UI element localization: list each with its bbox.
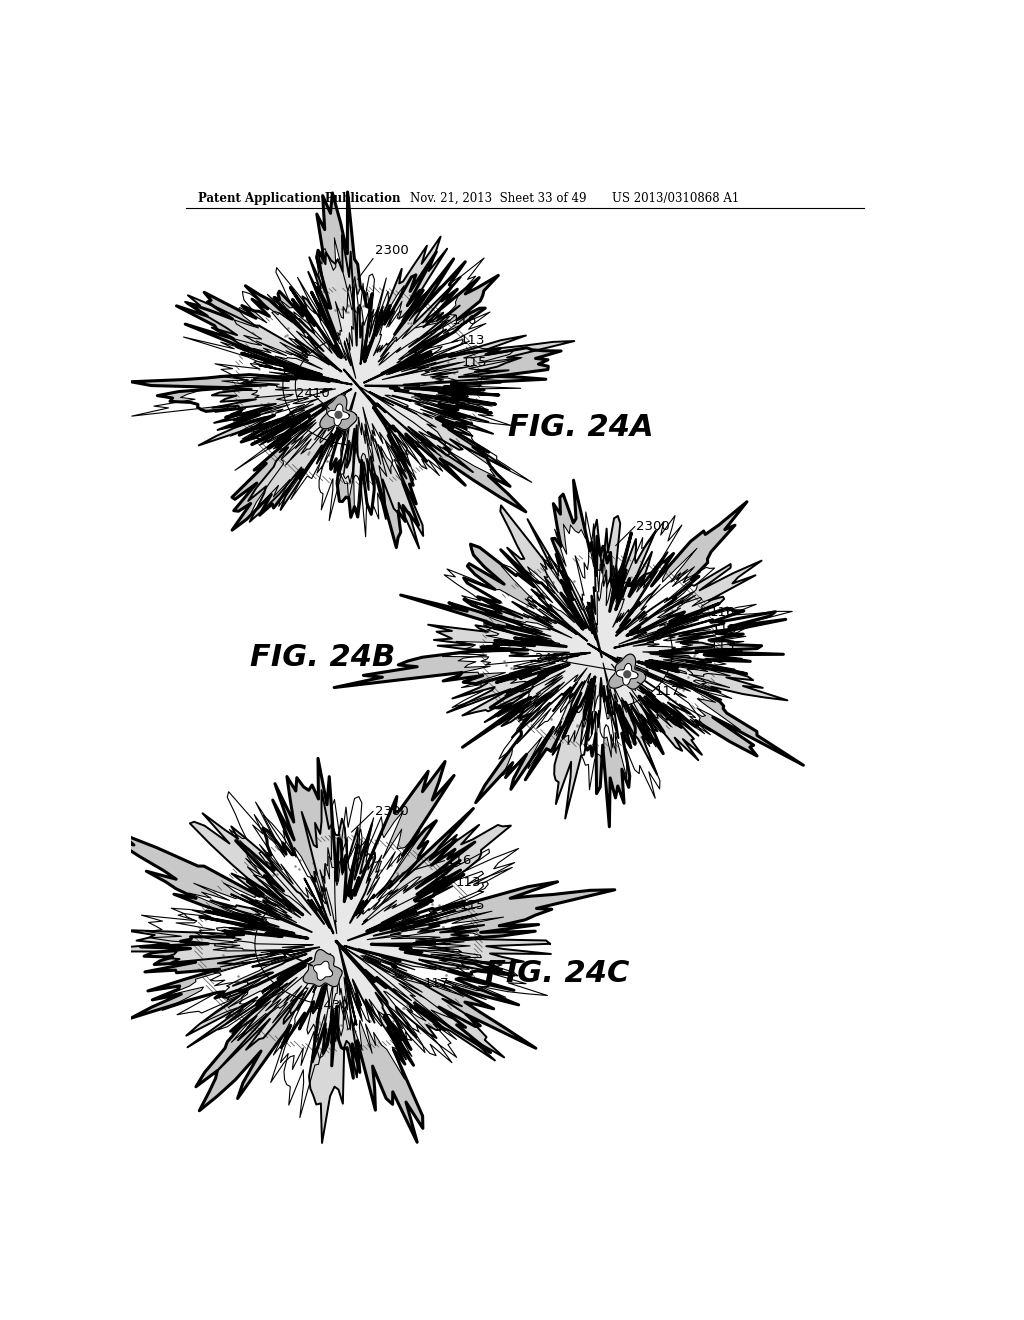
Text: Patent Application Publication: Patent Application Publication — [199, 191, 400, 205]
Polygon shape — [483, 557, 720, 752]
Polygon shape — [608, 655, 646, 689]
Polygon shape — [131, 191, 561, 548]
Text: 113: 113 — [456, 875, 481, 888]
Polygon shape — [99, 791, 551, 1143]
Text: 2410: 2410 — [296, 387, 330, 400]
Text: 113: 113 — [460, 334, 484, 347]
Polygon shape — [444, 512, 793, 799]
Polygon shape — [215, 268, 511, 520]
Polygon shape — [335, 412, 342, 418]
Text: 2430: 2430 — [315, 999, 349, 1012]
Polygon shape — [616, 664, 638, 685]
Polygon shape — [624, 671, 631, 677]
Text: 117: 117 — [423, 977, 449, 990]
Text: 116: 116 — [452, 314, 477, 326]
Polygon shape — [428, 506, 787, 818]
Text: 115: 115 — [710, 640, 735, 653]
Text: FIG. 24B: FIG. 24B — [250, 643, 395, 672]
Text: 116: 116 — [446, 854, 472, 867]
Polygon shape — [313, 961, 333, 981]
Polygon shape — [195, 841, 484, 1059]
Polygon shape — [132, 238, 531, 537]
Text: US 2013/0310868 A1: US 2013/0310868 A1 — [611, 191, 739, 205]
Text: 117: 117 — [654, 685, 680, 698]
Polygon shape — [319, 395, 357, 429]
Text: FIG. 24A: FIG. 24A — [508, 413, 653, 442]
Polygon shape — [334, 480, 804, 826]
Text: FIG. 24C: FIG. 24C — [484, 958, 629, 987]
Text: 115: 115 — [460, 899, 484, 912]
Polygon shape — [328, 404, 349, 426]
Text: 113: 113 — [712, 623, 737, 636]
Polygon shape — [442, 541, 742, 789]
Polygon shape — [303, 949, 342, 986]
Text: 2420: 2420 — [535, 652, 568, 665]
Polygon shape — [222, 290, 481, 502]
Text: Nov. 21, 2013  Sheet 33 of 49: Nov. 21, 2013 Sheet 33 of 49 — [410, 191, 587, 205]
Polygon shape — [116, 759, 614, 1142]
Text: 2300: 2300 — [375, 244, 409, 257]
Text: 2300: 2300 — [375, 805, 409, 818]
Text: 115: 115 — [462, 356, 487, 370]
Polygon shape — [141, 792, 548, 1118]
Text: 2300: 2300 — [637, 520, 670, 533]
Text: 116: 116 — [710, 606, 735, 619]
Polygon shape — [171, 814, 512, 1082]
Text: 130: 130 — [249, 425, 273, 438]
Polygon shape — [185, 235, 574, 548]
Text: 117: 117 — [446, 389, 472, 403]
